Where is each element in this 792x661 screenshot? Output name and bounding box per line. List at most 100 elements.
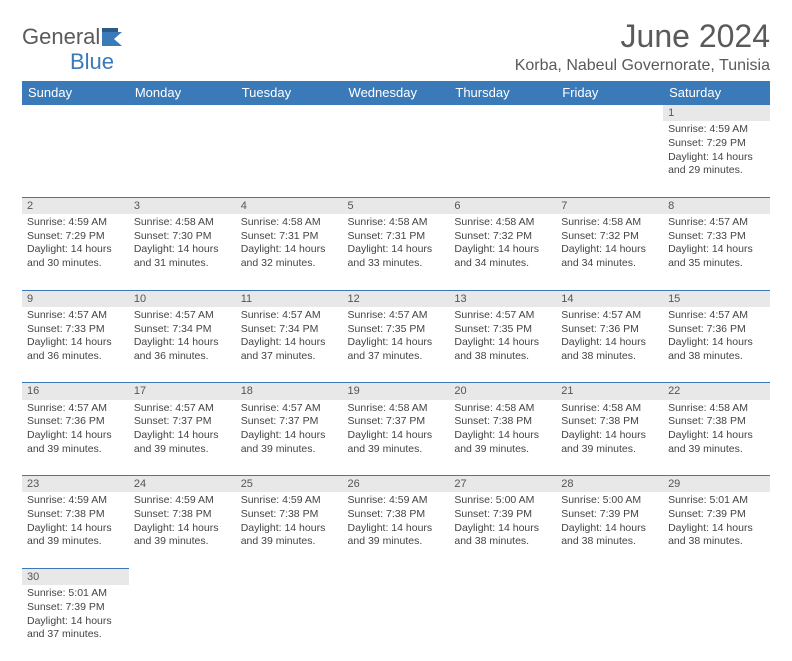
sunrise-text: Sunrise: 4:59 AM <box>27 494 124 508</box>
day-detail-cell: Sunrise: 4:58 AMSunset: 7:38 PMDaylight:… <box>449 400 556 476</box>
day-number-cell: 9 <box>22 290 129 307</box>
daynum-row: 1 <box>22 105 770 122</box>
day-number: 21 <box>561 385 573 397</box>
day-header: Wednesday <box>343 81 450 105</box>
daylight-text: Daylight: 14 hours and 34 minutes. <box>561 243 658 270</box>
day-detail-cell: Sunrise: 4:58 AMSunset: 7:31 PMDaylight:… <box>236 214 343 290</box>
day-number-cell <box>129 568 236 585</box>
sunrise-text: Sunrise: 4:57 AM <box>27 402 124 416</box>
daylight-text: Daylight: 14 hours and 38 minutes. <box>454 522 551 549</box>
day-number-cell <box>22 105 129 122</box>
sunset-text: Sunset: 7:33 PM <box>27 323 124 337</box>
day-detail-cell: Sunrise: 4:58 AMSunset: 7:38 PMDaylight:… <box>556 400 663 476</box>
day-number: 22 <box>668 385 680 397</box>
day-number: 29 <box>668 478 680 490</box>
location-text: Korba, Nabeul Governorate, Tunisia <box>515 57 770 75</box>
day-number-cell: 27 <box>449 476 556 493</box>
daylight-text: Daylight: 14 hours and 38 minutes. <box>668 336 765 363</box>
sunrise-text: Sunrise: 4:59 AM <box>668 123 765 137</box>
day-number-cell: 3 <box>129 197 236 214</box>
day-detail-cell: Sunrise: 4:59 AMSunset: 7:29 PMDaylight:… <box>22 214 129 290</box>
daynum-row: 30 <box>22 568 770 585</box>
day-number-cell <box>343 105 450 122</box>
sunset-text: Sunset: 7:37 PM <box>348 415 445 429</box>
day-detail-cell <box>236 121 343 197</box>
daylight-text: Daylight: 14 hours and 37 minutes. <box>241 336 338 363</box>
day-number-cell <box>556 568 663 585</box>
sunrise-text: Sunrise: 4:57 AM <box>241 309 338 323</box>
sunrise-text: Sunrise: 4:59 AM <box>27 216 124 230</box>
header: General Blue June 2024 Korba, Nabeul Gov… <box>22 18 770 75</box>
day-number-cell: 12 <box>343 290 450 307</box>
day-number-cell: 23 <box>22 476 129 493</box>
day-number-cell: 6 <box>449 197 556 214</box>
sunset-text: Sunset: 7:29 PM <box>668 137 765 151</box>
sunrise-text: Sunrise: 5:00 AM <box>561 494 658 508</box>
title-block: June 2024 Korba, Nabeul Governorate, Tun… <box>515 18 770 75</box>
daylight-text: Daylight: 14 hours and 38 minutes. <box>561 336 658 363</box>
day-detail-cell: Sunrise: 4:58 AMSunset: 7:32 PMDaylight:… <box>556 214 663 290</box>
day-number-cell: 1 <box>663 105 770 122</box>
day-header: Thursday <box>449 81 556 105</box>
daylight-text: Daylight: 14 hours and 39 minutes. <box>134 522 231 549</box>
day-number: 8 <box>668 200 674 212</box>
daylight-text: Daylight: 14 hours and 34 minutes. <box>454 243 551 270</box>
sunrise-text: Sunrise: 4:57 AM <box>134 402 231 416</box>
daylight-text: Daylight: 14 hours and 39 minutes. <box>27 522 124 549</box>
day-header: Tuesday <box>236 81 343 105</box>
day-detail-cell: Sunrise: 4:57 AMSunset: 7:34 PMDaylight:… <box>236 307 343 383</box>
daylight-text: Daylight: 14 hours and 39 minutes. <box>241 522 338 549</box>
day-detail-cell <box>22 121 129 197</box>
sunrise-text: Sunrise: 4:57 AM <box>668 216 765 230</box>
daylight-text: Daylight: 14 hours and 35 minutes. <box>668 243 765 270</box>
day-detail-cell: Sunrise: 4:57 AMSunset: 7:37 PMDaylight:… <box>236 400 343 476</box>
day-detail-cell: Sunrise: 4:59 AMSunset: 7:38 PMDaylight:… <box>22 492 129 568</box>
daylight-text: Daylight: 14 hours and 39 minutes. <box>27 429 124 456</box>
day-number-cell <box>236 568 343 585</box>
day-detail-cell <box>129 585 236 661</box>
day-detail-cell: Sunrise: 4:59 AMSunset: 7:38 PMDaylight:… <box>236 492 343 568</box>
daylight-text: Daylight: 14 hours and 38 minutes. <box>668 522 765 549</box>
sunset-text: Sunset: 7:39 PM <box>27 601 124 615</box>
day-number-cell: 29 <box>663 476 770 493</box>
day-number: 18 <box>241 385 253 397</box>
day-detail-cell <box>556 121 663 197</box>
day-number: 5 <box>348 200 354 212</box>
detail-row: Sunrise: 4:59 AMSunset: 7:29 PMDaylight:… <box>22 214 770 290</box>
day-detail-cell <box>449 585 556 661</box>
day-number-cell: 14 <box>556 290 663 307</box>
sunset-text: Sunset: 7:36 PM <box>27 415 124 429</box>
day-number: 13 <box>454 293 466 305</box>
day-number-cell <box>663 568 770 585</box>
day-number: 12 <box>348 293 360 305</box>
day-number: 17 <box>134 385 146 397</box>
daynum-row: 16171819202122 <box>22 383 770 400</box>
day-number-cell: 13 <box>449 290 556 307</box>
sunrise-text: Sunrise: 5:01 AM <box>27 587 124 601</box>
day-detail-cell: Sunrise: 5:00 AMSunset: 7:39 PMDaylight:… <box>556 492 663 568</box>
sunset-text: Sunset: 7:39 PM <box>668 508 765 522</box>
daynum-row: 23242526272829 <box>22 476 770 493</box>
sunset-text: Sunset: 7:34 PM <box>241 323 338 337</box>
sunset-text: Sunset: 7:37 PM <box>241 415 338 429</box>
day-number-cell: 19 <box>343 383 450 400</box>
month-title: June 2024 <box>515 18 770 55</box>
day-detail-cell: Sunrise: 4:57 AMSunset: 7:35 PMDaylight:… <box>449 307 556 383</box>
day-detail-cell: Sunrise: 5:00 AMSunset: 7:39 PMDaylight:… <box>449 492 556 568</box>
day-detail-cell <box>343 585 450 661</box>
sunrise-text: Sunrise: 4:58 AM <box>454 216 551 230</box>
day-number: 27 <box>454 478 466 490</box>
daylight-text: Daylight: 14 hours and 37 minutes. <box>348 336 445 363</box>
daylight-text: Daylight: 14 hours and 31 minutes. <box>134 243 231 270</box>
day-number: 9 <box>27 293 33 305</box>
sunrise-text: Sunrise: 4:57 AM <box>454 309 551 323</box>
calendar-body: 1Sunrise: 4:59 AMSunset: 7:29 PMDaylight… <box>22 105 770 661</box>
sunset-text: Sunset: 7:38 PM <box>668 415 765 429</box>
day-number: 7 <box>561 200 567 212</box>
daylight-text: Daylight: 14 hours and 36 minutes. <box>134 336 231 363</box>
logo: General Blue <box>22 26 130 74</box>
sunrise-text: Sunrise: 5:01 AM <box>668 494 765 508</box>
day-number-cell <box>449 105 556 122</box>
day-number-cell <box>556 105 663 122</box>
day-header-row: Sunday Monday Tuesday Wednesday Thursday… <box>22 81 770 105</box>
